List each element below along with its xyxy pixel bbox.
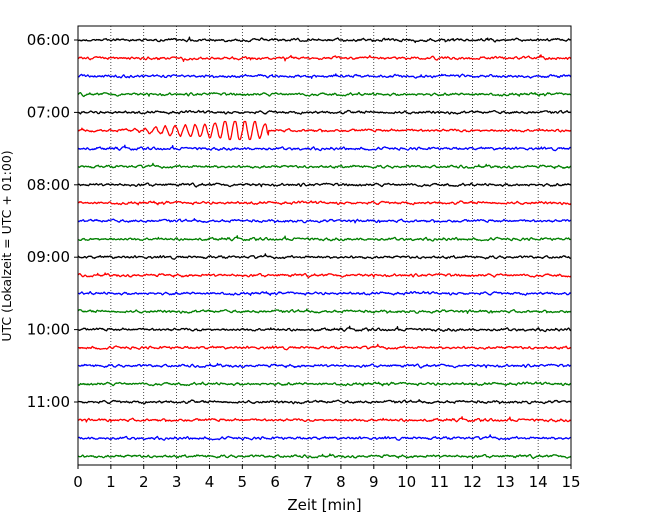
- x-axis: 0 1 2 3 4 5 6 7 8 9 10 11 12 13 14 15: [73, 465, 581, 491]
- trace-0715: [77, 120, 572, 141]
- x-tick-label: 9: [369, 473, 379, 491]
- trace-0815: [77, 200, 572, 206]
- plot-frame: [77, 25, 572, 466]
- trace-0800: [77, 182, 572, 188]
- x-tick-label: 0: [73, 473, 83, 491]
- trace-0930: [77, 290, 572, 296]
- x-tick-label: 15: [561, 473, 580, 491]
- x-tick-label: 7: [303, 473, 313, 491]
- trace-0600: [77, 36, 572, 44]
- y-tick-label: 11:00: [27, 393, 70, 411]
- x-tick-label: 2: [139, 473, 149, 491]
- trace-0745: [77, 162, 572, 170]
- grid-lines: [110, 26, 539, 465]
- trace-0615: [77, 54, 572, 63]
- x-axis-label: Zeit [min]: [287, 496, 361, 514]
- x-tick-label: 11: [430, 473, 449, 491]
- trace-0730: [77, 144, 572, 152]
- trace-0945: [77, 308, 572, 315]
- trace-1030: [77, 362, 572, 369]
- x-tick-label: 5: [238, 473, 248, 491]
- y-tick-label: 10:00: [27, 321, 70, 339]
- x-tick-label: 6: [270, 473, 280, 491]
- trace-1000: [77, 325, 572, 333]
- y-axis-label: UTC (Lokalzeit = UTC + 01:00): [0, 150, 14, 341]
- trace-0830: [77, 218, 572, 224]
- x-tick-label: 10: [397, 473, 416, 491]
- trace-0700: [77, 109, 572, 115]
- x-tick-label: 12: [463, 473, 482, 491]
- trace-0645: [77, 91, 572, 98]
- x-tick-label: 4: [205, 473, 215, 491]
- trace-1045: [77, 381, 572, 387]
- y-axis: 06:00 07:00 08:00 09:00 10:00 11:00: [27, 31, 78, 411]
- trace-1130: [77, 434, 572, 441]
- x-tick-label: 14: [529, 473, 548, 491]
- trace-0900: [77, 253, 572, 260]
- trace-0845: [77, 235, 572, 242]
- trace-0630: [77, 73, 572, 79]
- x-tick-label: 1: [106, 473, 116, 491]
- trace-1145: [77, 453, 572, 460]
- trace-0915: [77, 272, 572, 279]
- y-tick-label: 08:00: [27, 176, 70, 194]
- y-tick-label: 07:00: [27, 103, 70, 121]
- y-tick-label: 09:00: [27, 248, 70, 266]
- x-tick-label: 13: [496, 473, 515, 491]
- seismic-traces: [77, 36, 572, 460]
- trace-1115: [77, 416, 572, 423]
- trace-1100: [77, 399, 572, 405]
- trace-1015: [77, 343, 572, 351]
- y-tick-label: 06:00: [27, 31, 70, 49]
- x-tick-label: 8: [336, 473, 346, 491]
- x-tick-label: 3: [172, 473, 182, 491]
